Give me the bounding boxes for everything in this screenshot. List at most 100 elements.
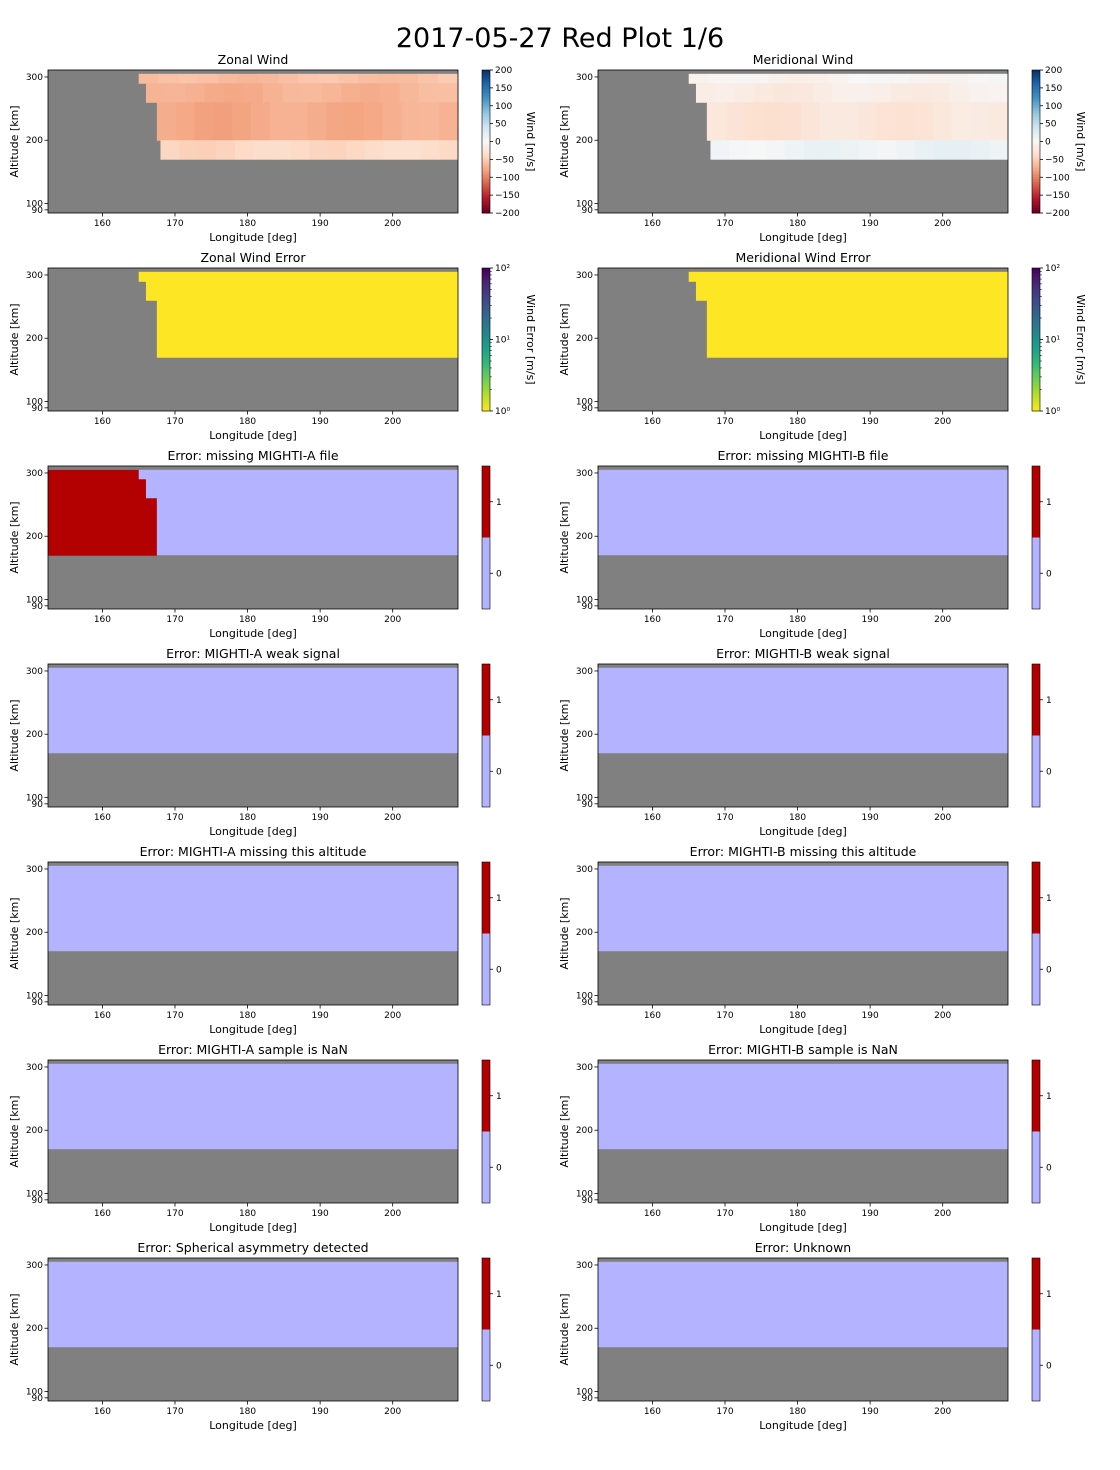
colorbar-segment — [482, 341, 490, 345]
colorbar-segment — [482, 358, 490, 362]
x-tick-label: 180 — [239, 813, 256, 823]
colorbar-segment — [482, 282, 490, 286]
colorbar-segment — [482, 403, 490, 407]
colorbar-segment — [1032, 91, 1040, 95]
heatmap-cell — [301, 83, 322, 103]
colorbar-segment — [482, 399, 490, 402]
x-axis-label: Longitude [deg] — [209, 429, 297, 442]
x-tick-label: 160 — [644, 1209, 661, 1219]
colorbar-segment — [482, 208, 490, 212]
heatmap-cell — [788, 73, 809, 84]
colorbar-segment — [1032, 329, 1040, 333]
colorbar-segment — [1032, 306, 1040, 310]
heatmap-cell — [695, 281, 1008, 301]
flag-zero-region — [598, 865, 1008, 952]
heatmap-cell — [800, 102, 821, 141]
colorbar-segment — [482, 315, 490, 319]
colorbar-segment — [482, 74, 490, 78]
figure-title: 2017-05-27 Red Plot 1/6 — [395, 23, 725, 54]
colorbar-segment — [482, 148, 490, 152]
colorbar-segment — [1032, 466, 1040, 538]
heatmap-cell — [896, 140, 916, 160]
colorbar-segment — [1032, 401, 1040, 405]
heatmap-cell — [948, 73, 969, 84]
y-tick-label: 90 — [32, 404, 44, 414]
colorbar-label: Wind [m/s] — [524, 112, 537, 172]
colorbar-tick-label: 50 — [495, 120, 507, 130]
colorbar-segment — [1032, 117, 1040, 121]
colorbar-segment — [482, 346, 490, 350]
y-tick-label: 300 — [26, 1063, 43, 1073]
colorbar-segment — [482, 72, 490, 76]
x-tick-label: 200 — [384, 615, 401, 625]
y-axis-label: Altitude [km] — [558, 1293, 571, 1365]
heatmap-cell — [179, 140, 199, 160]
colorbar-segment — [482, 184, 490, 188]
colorbar-segment — [482, 77, 490, 81]
colorbar-tick-label: 0 — [496, 1163, 502, 1173]
colorbar-segment — [1032, 320, 1040, 324]
heatmap-cell — [725, 102, 745, 141]
colorbar-segment — [1032, 77, 1040, 81]
colorbar-segment — [1032, 399, 1040, 402]
heatmap-cell — [326, 102, 346, 141]
colorbar-tick-label: 0 — [495, 138, 501, 148]
colorbar-segment — [1032, 365, 1040, 369]
heatmap-cell — [933, 140, 953, 160]
heatmap-cell — [232, 102, 252, 141]
x-tick-label: 200 — [384, 1209, 401, 1219]
colorbar-segment — [482, 91, 490, 95]
colorbar-segment — [482, 170, 490, 173]
x-tick-label: 160 — [94, 615, 111, 625]
heatmap-cell — [688, 73, 710, 84]
colorbar-segment — [1032, 120, 1040, 123]
colorbar-segment — [482, 193, 490, 197]
colorbar-segment — [482, 320, 490, 324]
x-tick-label: 170 — [166, 1011, 183, 1021]
y-tick-label: 90 — [32, 206, 44, 216]
heatmap-cell — [158, 73, 180, 84]
colorbar-segment — [1032, 70, 1040, 73]
x-tick-label: 200 — [934, 417, 951, 427]
heatmap-cell — [420, 102, 440, 141]
colorbar-tick-label: 10² — [495, 264, 510, 274]
colorbar-segment — [1032, 346, 1040, 350]
y-tick-label: 90 — [32, 1394, 44, 1404]
colorbar-segment — [482, 198, 490, 202]
colorbar-segment — [482, 377, 490, 381]
colorbar-frame — [481, 1257, 491, 1402]
colorbar-segment — [1032, 389, 1040, 393]
colorbar-tick-label: 0 — [1046, 569, 1052, 579]
y-tick-label: 300 — [26, 73, 43, 83]
colorbar: 10 — [481, 1257, 502, 1402]
colorbar-segment — [1032, 384, 1040, 388]
y-tick-label: 100 — [26, 200, 43, 210]
x-tick-label: 170 — [716, 1011, 733, 1021]
colorbar-segment — [482, 270, 490, 274]
colorbar-segment — [1032, 98, 1040, 102]
colorbar-segment — [1032, 208, 1040, 212]
colorbar-tick-label: 1 — [496, 894, 502, 904]
colorbar-tick-label: −200 — [1045, 209, 1070, 219]
colorbar-segment — [1032, 160, 1040, 164]
x-axis-label: Longitude [deg] — [759, 1221, 847, 1234]
x-tick-label: 200 — [384, 813, 401, 823]
y-tick-label: 200 — [576, 1324, 593, 1334]
colorbar-segment — [482, 79, 490, 83]
heatmap-cell — [968, 73, 989, 84]
colorbar-segment — [482, 933, 490, 1005]
colorbar-segment — [1032, 86, 1040, 90]
colorbar-segment — [482, 735, 490, 807]
colorbar-segment — [1032, 112, 1040, 116]
x-tick-label: 170 — [166, 1209, 183, 1219]
heatmap-cell — [278, 73, 299, 84]
x-tick-label: 180 — [789, 1209, 806, 1219]
x-tick-label: 160 — [644, 813, 661, 823]
colorbar-segment — [1032, 341, 1040, 345]
colorbar-tick-label: 200 — [1045, 66, 1062, 76]
x-tick-label: 160 — [644, 219, 661, 229]
heatmap-cell — [688, 271, 1008, 282]
colorbar-segment — [1032, 375, 1040, 379]
axes-frame — [597, 1059, 1009, 1204]
